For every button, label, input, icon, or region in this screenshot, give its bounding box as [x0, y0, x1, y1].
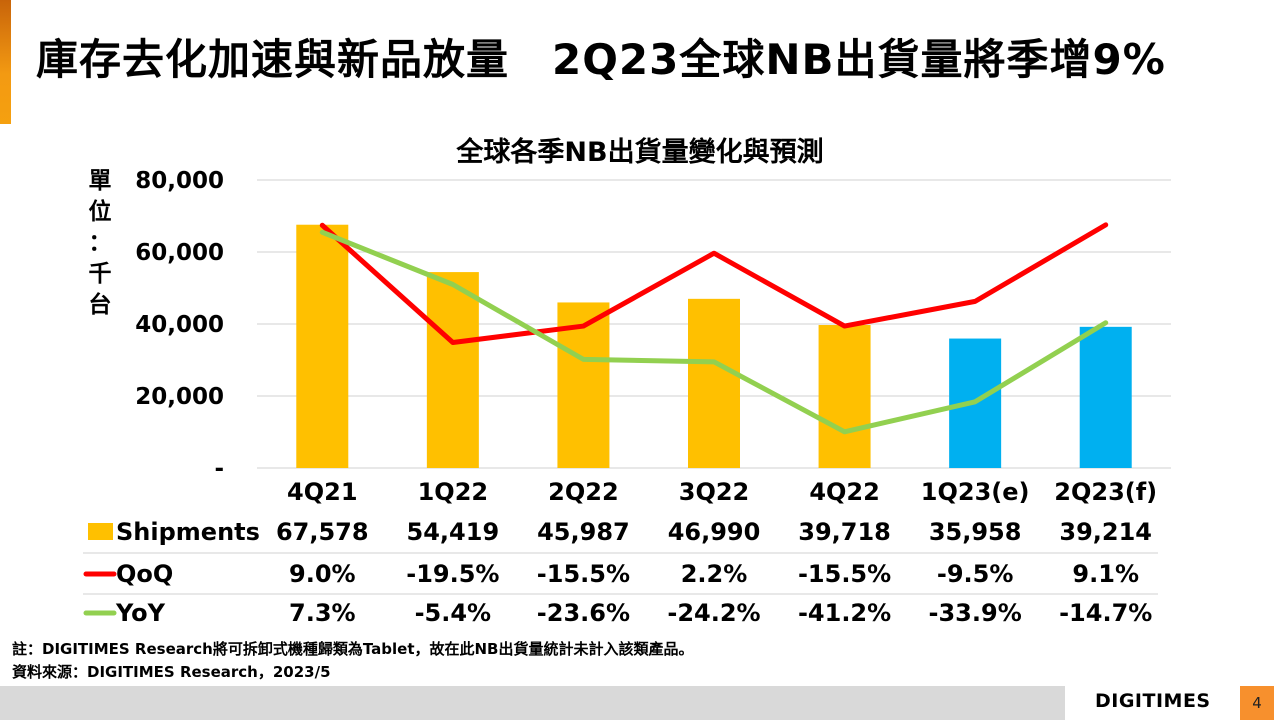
legend-label-yoy: YoY: [115, 599, 166, 627]
table-cell: 35,958: [929, 518, 1022, 546]
x-tick-label: 2Q23(f): [1054, 478, 1157, 506]
page-number: 4: [1240, 686, 1274, 720]
unit-char: 千: [88, 261, 112, 287]
table-cell: 39,718: [798, 518, 891, 546]
unit-char: 台: [88, 292, 112, 318]
table-cell: 7.3%: [289, 599, 356, 627]
y-tick-label: 20,000: [135, 384, 224, 410]
y-axis-unit-label: 單 位 ： 千 台: [86, 166, 114, 321]
y-tick-label: 80,000: [135, 168, 224, 194]
data-table: Shipments 67,578 54,419 45,987 46,990 39,718 3…: [83, 518, 1158, 627]
table-cell: -19.5%: [406, 560, 499, 588]
chart-title: 全球各季NB出貨量變化與預測: [456, 137, 824, 168]
footer-band: [0, 686, 1065, 720]
x-tick-label: 1Q22: [418, 478, 489, 506]
y-tick-label: 40,000: [135, 312, 224, 338]
table-cell: -33.9%: [929, 599, 1022, 627]
legend-label-shipments: Shipments: [116, 518, 260, 546]
y-tick-label: -: [214, 456, 224, 482]
bar-4q21: [296, 224, 349, 468]
table-cell: 46,990: [668, 518, 761, 546]
table-cell: -41.2%: [798, 599, 891, 627]
bar-2q23f: [1079, 326, 1132, 468]
x-tick-label: 4Q21: [287, 478, 358, 506]
x-tick-label: 4Q22: [809, 478, 880, 506]
unit-char: 位: [88, 199, 112, 225]
chart-area: - 20,000 40,000 60,000 80,000 4Q21 1Q22 2Q22 3Q…: [83, 168, 1171, 627]
bar-4q22: [818, 325, 871, 468]
y-axis-ticks: - 20,000 40,000 60,000 80,000: [135, 168, 224, 482]
x-tick-label: 1Q23(e): [921, 478, 1030, 506]
legend-swatch-shipments: [88, 523, 113, 540]
line-series: [319, 222, 1109, 435]
table-cell: 39,214: [1059, 518, 1152, 546]
table-cell: -9.5%: [937, 560, 1014, 588]
table-cell: -23.6%: [537, 599, 630, 627]
unit-char: 單: [88, 168, 112, 194]
table-cell: -24.2%: [667, 599, 760, 627]
y-tick-label: 60,000: [135, 240, 224, 266]
legend-label-qoq: QoQ: [116, 560, 173, 588]
slide-title: 庫存去化加速與新品放量 2Q23全球NB出貨量將季增9%: [36, 35, 1166, 84]
bar-3q22: [688, 298, 740, 468]
table-cell: -15.5%: [537, 560, 630, 588]
x-tick-label: 2Q22: [548, 478, 619, 506]
bar-series-shipments: [296, 224, 1132, 468]
table-cell: 54,419: [407, 518, 500, 546]
table-cell: -15.5%: [798, 560, 891, 588]
table-cell: -5.4%: [415, 599, 492, 627]
unit-char: ：: [88, 230, 112, 256]
table-cell: 9.0%: [289, 560, 356, 588]
footnote-note: 註：DIGITIMES Research將可拆卸式機種歸類為Tablet，故在此…: [12, 640, 694, 658]
table-cell: 67,578: [276, 518, 369, 546]
x-tick-label: 3Q22: [679, 478, 750, 506]
bar-1q22: [426, 272, 479, 468]
table-cell: 9.1%: [1072, 560, 1139, 588]
x-axis-ticks: 4Q21 1Q22 2Q22 3Q22 4Q22 1Q23(e) 2Q23(f): [287, 478, 1157, 506]
title-accent-bar: [0, 0, 11, 124]
table-cell: 2.2%: [681, 560, 748, 588]
table-cell: 45,987: [537, 518, 630, 546]
table-cell: -14.7%: [1059, 599, 1152, 627]
digitimes-logo: DIGITIMES: [1095, 690, 1211, 712]
footnote-source: 資料來源：DIGITIMES Research，2023/5: [12, 663, 331, 681]
